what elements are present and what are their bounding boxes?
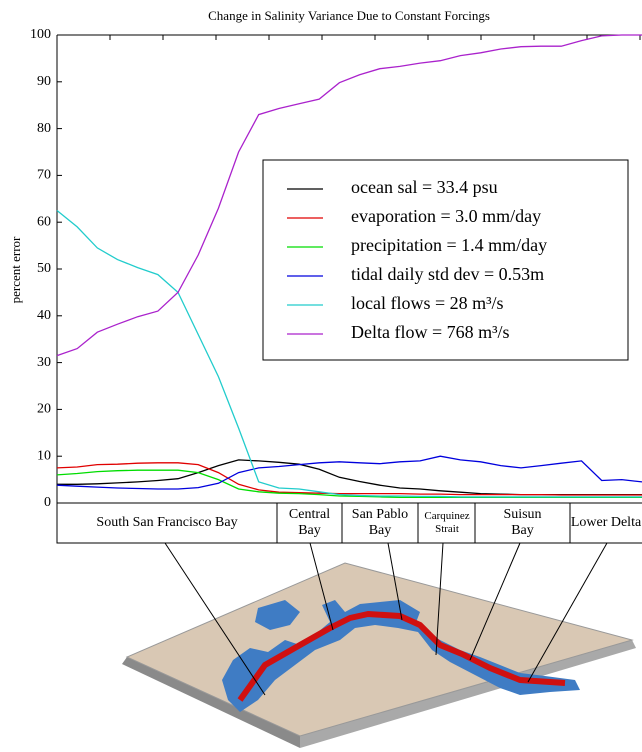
legend-label: ocean sal = 33.4 psu	[351, 177, 498, 197]
region-label: South San Francisco Bay	[96, 515, 238, 530]
y-tick-label: 70	[37, 168, 51, 183]
legend-box	[262, 159, 629, 361]
legend-label: evaporation = 3.0 mm/day	[351, 206, 541, 226]
legend-label: tidal daily std dev = 0.53m	[351, 264, 544, 284]
legend: ocean sal = 33.4 psu evaporation = 3.0 mm…	[262, 159, 629, 361]
legend-label: local flows = 28 m³/s	[351, 293, 504, 313]
legend-label: precipitation = 1.4 mm/day	[351, 235, 547, 255]
line	[56, 209, 642, 498]
y-tick-label: 40	[37, 308, 51, 323]
y-tick-label: 60	[37, 214, 51, 229]
y-tick-label: 10	[37, 448, 51, 463]
chart-title: Change in Salinity Variance Due to Const…	[208, 8, 490, 23]
y-axis-label: percent error	[8, 236, 23, 303]
line	[56, 34, 642, 357]
line	[57, 459, 642, 496]
y-tick-label: 90	[37, 74, 51, 89]
legend-label: Delta flow = 768 m³/s	[351, 322, 510, 342]
region-label: Central Bay	[288, 507, 331, 538]
map	[122, 562, 636, 748]
leader-lines	[164, 542, 608, 696]
line	[56, 462, 642, 496]
y-tick-label: 30	[37, 355, 51, 370]
y-tick-label: 0	[44, 495, 51, 510]
region-label: Carquinez Strait	[424, 510, 470, 535]
y-tick-label: 20	[37, 402, 51, 417]
y-tick-label: 50	[37, 261, 51, 276]
y-tick-label: 80	[37, 121, 51, 136]
y-tick-label: 100	[30, 27, 51, 42]
region-label: San Pablo Bay	[351, 507, 409, 538]
region-label: Suisun Bay	[503, 507, 542, 538]
line	[56, 455, 642, 490]
region-label: Lower Delta	[570, 515, 642, 530]
